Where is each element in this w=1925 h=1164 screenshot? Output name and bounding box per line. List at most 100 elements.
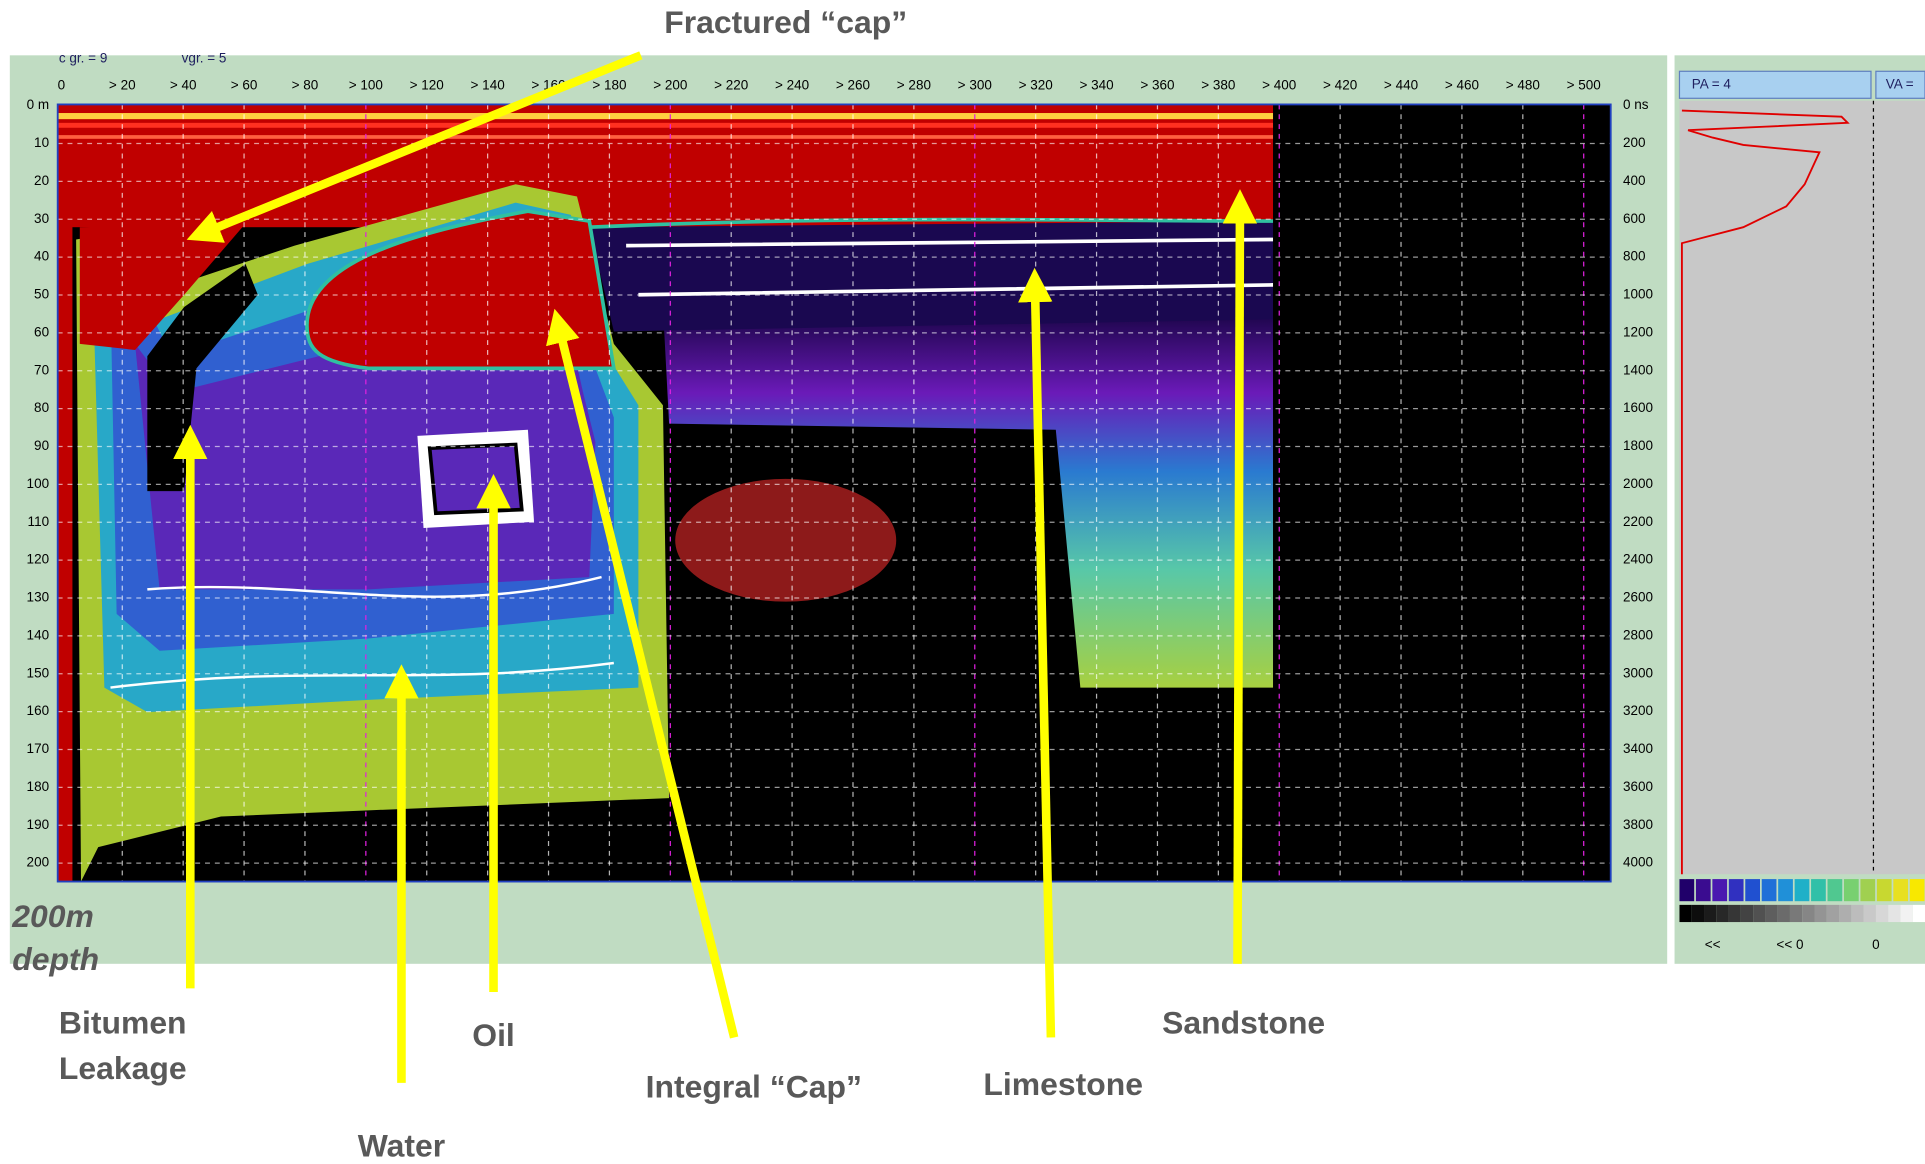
gray-swatch bbox=[1765, 905, 1777, 922]
left-tick-label: 150 bbox=[27, 665, 50, 680]
gray-swatch bbox=[1913, 905, 1925, 922]
left-tick-label: 110 bbox=[28, 514, 50, 529]
left-tick-label: 200 bbox=[27, 855, 50, 870]
top-tick-label: > 140 bbox=[471, 78, 505, 93]
right-tick-label: 400 bbox=[1623, 173, 1646, 188]
top-tick-label: > 280 bbox=[897, 78, 931, 93]
color-swatch bbox=[1795, 879, 1810, 901]
screenshot: c gr. = 9 vgr. = 5 0> 20> 40> 60> 80> 10… bbox=[0, 0, 1925, 1164]
left-tick-label: 50 bbox=[34, 287, 49, 302]
top-tick-label: > 440 bbox=[1384, 78, 1418, 93]
radargram bbox=[58, 104, 1611, 881]
top-tick-label: > 420 bbox=[1323, 78, 1357, 93]
gray-swatch bbox=[1815, 905, 1827, 922]
color-swatch bbox=[1778, 879, 1793, 901]
gray-swatch bbox=[1692, 905, 1704, 922]
top-tick-label: > 400 bbox=[1262, 78, 1296, 93]
va-label: VA = bbox=[1886, 76, 1914, 91]
top-tick-label: > 460 bbox=[1445, 78, 1479, 93]
right-tick-label: 3000 bbox=[1623, 665, 1653, 680]
right-tick-label: 1800 bbox=[1623, 438, 1653, 453]
color-swatch bbox=[1877, 879, 1892, 901]
left-tick-label: 140 bbox=[27, 627, 50, 642]
color-swatch bbox=[1762, 879, 1777, 901]
right-tick-label: 3400 bbox=[1623, 741, 1653, 756]
top-tick-label: > 80 bbox=[292, 78, 319, 93]
top-tick-label: > 380 bbox=[1201, 78, 1235, 93]
annotation: depth bbox=[12, 941, 99, 977]
scale-label: << bbox=[1705, 937, 1721, 952]
annotation: Limestone bbox=[983, 1066, 1143, 1102]
left-tick-label: 130 bbox=[27, 590, 50, 605]
left-tick-label: 120 bbox=[27, 552, 50, 567]
top-tick-label: > 500 bbox=[1567, 78, 1601, 93]
color-swatch bbox=[1729, 879, 1744, 901]
right-tick-label: 3800 bbox=[1623, 817, 1653, 832]
gray-swatch bbox=[1741, 905, 1753, 922]
gray-swatch bbox=[1729, 905, 1741, 922]
top-tick-label: > 180 bbox=[592, 78, 626, 93]
c-gr: c gr. = 9 bbox=[59, 51, 107, 66]
gray-swatch bbox=[1900, 905, 1912, 922]
color-swatch bbox=[1860, 879, 1875, 901]
top-tick-label: > 200 bbox=[653, 78, 687, 93]
top-tick-label: > 220 bbox=[714, 78, 748, 93]
annotation: Fractured “cap” bbox=[664, 4, 907, 40]
annotation: Bitumen bbox=[59, 1005, 187, 1041]
top-tick-label: > 320 bbox=[1019, 78, 1053, 93]
left-tick-label: 90 bbox=[34, 438, 49, 453]
page: {"header": {"c_gr": "c gr. = 9", "v_gr":… bbox=[0, 0, 1925, 1164]
gray-swatch bbox=[1716, 905, 1728, 922]
left-tick-label: 160 bbox=[27, 703, 50, 718]
annotation: Integral “Cap” bbox=[646, 1068, 862, 1104]
gray-swatch bbox=[1679, 905, 1691, 922]
left-tick-label: 180 bbox=[27, 779, 50, 794]
left-tick-label: 20 bbox=[34, 173, 49, 188]
right-tick-label: 3200 bbox=[1623, 703, 1653, 718]
left-tick-label: 170 bbox=[27, 741, 50, 756]
right-tick-label: 2800 bbox=[1623, 627, 1653, 642]
right-tick-label: 1200 bbox=[1623, 324, 1653, 339]
color-swatch bbox=[1679, 879, 1694, 901]
color-swatch bbox=[1828, 879, 1843, 901]
gray-swatch bbox=[1888, 905, 1900, 922]
right-tick-label: 4000 bbox=[1623, 855, 1653, 870]
top-tick-label: > 480 bbox=[1506, 78, 1540, 93]
gray-swatch bbox=[1802, 905, 1814, 922]
left-tick-label: 30 bbox=[34, 211, 49, 226]
left-tick-label: 80 bbox=[34, 400, 49, 415]
left-tick-label: 60 bbox=[34, 324, 49, 339]
color-swatch bbox=[1696, 879, 1711, 901]
gray-swatch bbox=[1753, 905, 1765, 922]
color-swatch bbox=[1893, 879, 1908, 901]
top-tick-label: > 40 bbox=[170, 78, 197, 93]
annotation: Sandstone bbox=[1162, 1005, 1325, 1041]
top-tick-label: > 240 bbox=[775, 78, 809, 93]
top-tick-label: > 340 bbox=[1079, 78, 1113, 93]
top-tick-label: > 300 bbox=[958, 78, 992, 93]
gray-swatch bbox=[1790, 905, 1802, 922]
gray-swatch bbox=[1778, 905, 1790, 922]
annotation: 200m bbox=[11, 898, 94, 934]
left-tick-label: 70 bbox=[34, 362, 49, 377]
color-swatch bbox=[1910, 879, 1925, 901]
right-tick-label: 2000 bbox=[1623, 476, 1653, 491]
color-swatch bbox=[1712, 879, 1727, 901]
top-tick-label: 0 bbox=[58, 78, 66, 93]
color-swatch bbox=[1745, 879, 1760, 901]
right-tick-label: 2400 bbox=[1623, 552, 1653, 567]
gray-swatch bbox=[1876, 905, 1888, 922]
gray-swatch bbox=[1839, 905, 1851, 922]
color-swatch bbox=[1844, 879, 1859, 901]
v-gr: vgr. = 5 bbox=[182, 51, 227, 66]
right-tick-label: 2200 bbox=[1623, 514, 1653, 529]
top-tick-label: > 360 bbox=[1140, 78, 1174, 93]
left-tick-label: 0 m bbox=[27, 97, 50, 112]
right-tick-label: 1400 bbox=[1623, 362, 1653, 377]
right-tick-label: 3600 bbox=[1623, 779, 1653, 794]
top-tick-label: > 120 bbox=[410, 78, 444, 93]
pa-label: PA = 4 bbox=[1692, 76, 1732, 91]
gray-swatch bbox=[1851, 905, 1863, 922]
left-tick-label: 10 bbox=[34, 135, 49, 150]
left-tick-label: 40 bbox=[34, 249, 49, 264]
